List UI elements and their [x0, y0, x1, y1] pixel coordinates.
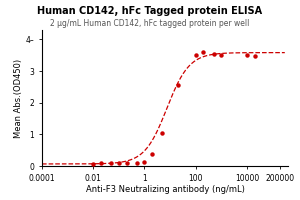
- Text: Human CD142, hFc Tagged protein ELISA: Human CD142, hFc Tagged protein ELISA: [38, 6, 262, 16]
- Y-axis label: Mean Abs.(OD450): Mean Abs.(OD450): [14, 58, 23, 138]
- X-axis label: Anti-F3 Neutralizing antibody (ng/mL): Anti-F3 Neutralizing antibody (ng/mL): [85, 185, 244, 194]
- Text: 2 μg/mL Human CD142, hFc tagged protein per well: 2 μg/mL Human CD142, hFc tagged protein …: [50, 19, 250, 28]
